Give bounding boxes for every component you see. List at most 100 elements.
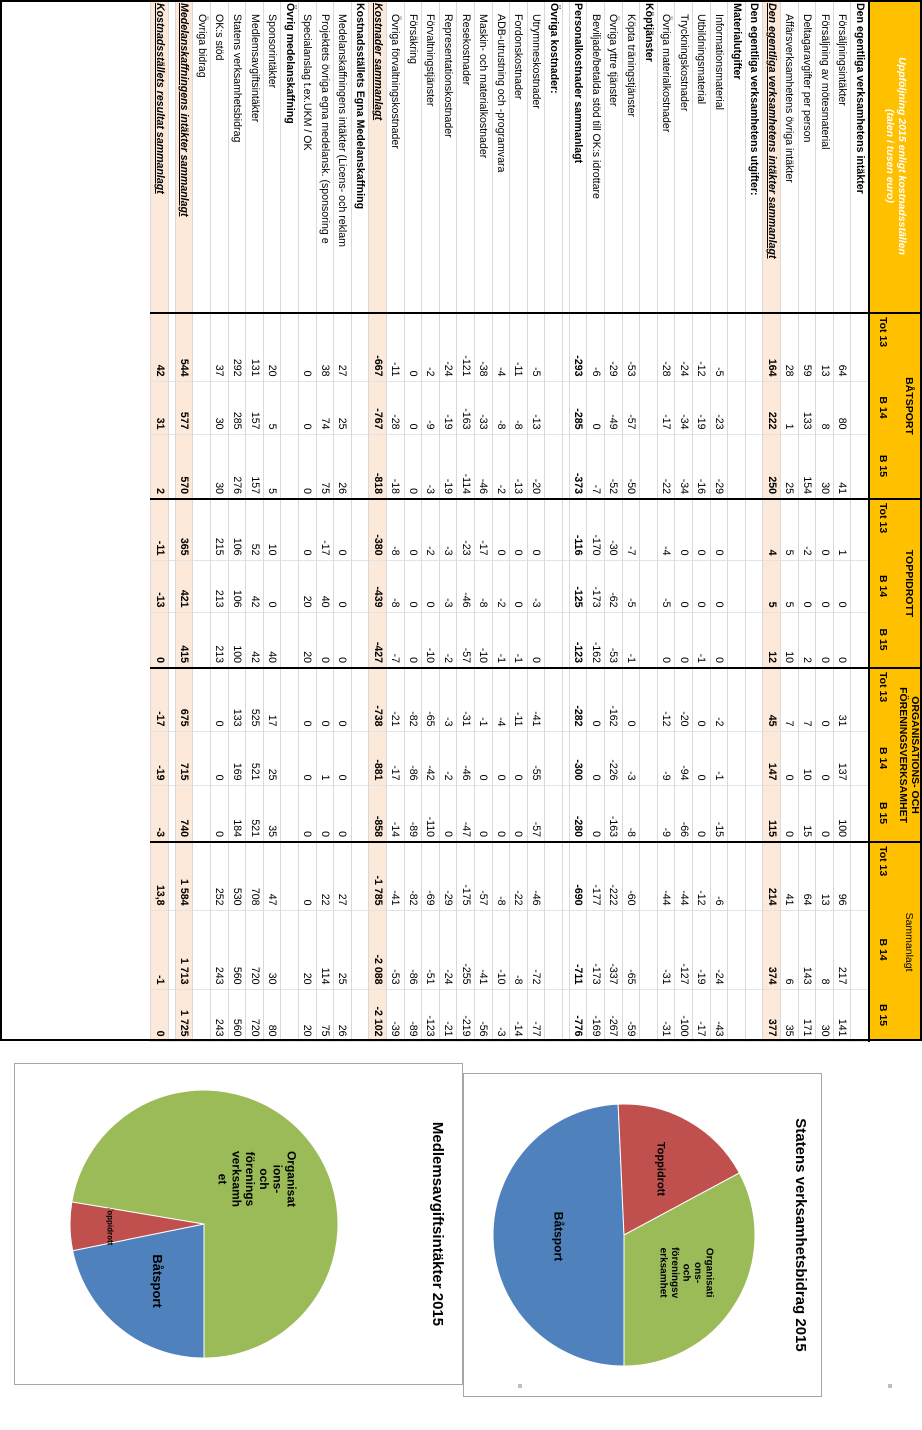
table-cell: -38 [474, 313, 493, 381]
table-cell: 0 [333, 612, 352, 669]
resize-handle[interactable] [518, 1384, 522, 1388]
table-cell: 74 [316, 381, 334, 434]
table-cell: 525 [245, 668, 264, 732]
table-row: Medelanskaffningens intäkter (Licens- oc… [333, 0, 352, 1042]
table-cell [168, 560, 176, 613]
table-cell: 25 [333, 381, 352, 434]
table-cell: -2 [492, 560, 510, 613]
table-cell [639, 560, 658, 613]
table-row: Materialutgifter [727, 0, 746, 1042]
chart-medlemsavgift[interactable]: Medlemsavgiftsintäkter 2015 Båtsport Topp… [14, 1063, 463, 1385]
table-cell: -20 [527, 434, 545, 500]
table-cell: -53 [604, 612, 623, 669]
table-cell: -282 [569, 668, 587, 732]
table-cell: 214 [762, 842, 781, 911]
table-cell: -285 [569, 381, 587, 434]
table-cell [351, 731, 369, 786]
table-cell [192, 785, 211, 843]
table-cell: -77 [527, 989, 545, 1042]
table-cell [544, 434, 563, 500]
table-cell: 0 [474, 785, 493, 843]
table-cell: -3 [421, 434, 440, 500]
table-cell: -175 [456, 842, 475, 911]
table-cell: -10 [421, 612, 440, 669]
table-cell [280, 731, 299, 786]
table-cell: -1 [622, 612, 640, 669]
table-cell: 0 [587, 381, 605, 434]
table-cell: 114 [316, 910, 334, 990]
table-cell [562, 434, 570, 500]
table-cell: 17 [263, 668, 281, 732]
table-cell [280, 499, 299, 561]
table-row: Kostnader sammanlagt -667 -767 -818 -380 -439… [368, 0, 387, 1042]
table-cell [639, 842, 658, 911]
table-cell: -31 [456, 668, 475, 732]
table-cell: -86 [404, 731, 422, 786]
table-cell: -82 [404, 668, 422, 732]
table-cell: 2 [798, 612, 816, 669]
table-row: Representationskostnader -24 -19 -19 -3 -3 -2-… [439, 0, 457, 1042]
table-cell: -162 [604, 668, 623, 732]
table-cell [544, 731, 563, 786]
table-cell: -162 [587, 612, 605, 669]
table-cell [850, 612, 869, 669]
table-cell: 0 [622, 668, 640, 732]
table-cell: -57 [527, 785, 545, 843]
table-cell: 45 [762, 668, 781, 732]
table-cell: -89 [404, 989, 422, 1042]
table-cell: 133 [228, 668, 246, 732]
row-label: Medlemsavgiftsintäkter [245, 0, 264, 313]
row-label: Den egentliga verksamhetens intäkter [850, 0, 869, 313]
table-cell: -65 [622, 910, 640, 990]
table-row: Maskin- och materialkostnader -38 -33 -46 -1… [474, 0, 493, 1042]
table-cell: -818 [368, 434, 387, 500]
table-cell: -9 [657, 731, 675, 786]
table-cell: -15 [710, 785, 728, 843]
table-cell: 0 [150, 989, 169, 1042]
table-cell [562, 560, 570, 613]
table-cell: 184 [228, 785, 246, 843]
table-cell: 2 [150, 434, 169, 500]
table-cell: -41 [386, 842, 405, 911]
table-cell: 80 [833, 381, 851, 434]
table-cell [745, 612, 763, 669]
table-cell: 0 [404, 434, 422, 500]
table-cell: 106 [228, 560, 246, 613]
table-cell: -46 [456, 731, 475, 786]
table-cell: -8 [492, 381, 510, 434]
table-cell: 544 [175, 313, 193, 381]
table-cell: 25 [333, 910, 352, 990]
column-header: B 15 [869, 612, 896, 669]
table-cell: 0 [527, 499, 545, 561]
table-cell: -881 [368, 731, 387, 786]
resize-handle[interactable] [888, 1384, 892, 1388]
table-cell [168, 731, 176, 786]
chart-statens-bidrag[interactable]: Statens verksamhetsbidrag 2015 Båtsport T… [463, 1073, 822, 1397]
column-header: B 14 [869, 381, 896, 434]
table-cell [562, 612, 570, 669]
table-cell: 20 [298, 560, 317, 613]
table-cell [727, 731, 746, 786]
pie-slice [623, 1172, 756, 1367]
table-cell: -2 [492, 434, 510, 500]
table-cell [727, 668, 746, 732]
table-cell: 6 [780, 910, 799, 990]
table-cell: -427 [368, 612, 387, 669]
table-cell: -22 [657, 434, 675, 500]
table-row: Försäljningsintäkter 64 80 41 1 0 0 31 137 100 96 2… [833, 0, 851, 1042]
table-cell [168, 434, 176, 500]
table-cell: -59 [622, 989, 640, 1042]
table-cell: 133 [798, 381, 816, 434]
table-cell: 35 [263, 785, 281, 843]
table-cell [544, 560, 563, 613]
table-row: Kostnadsställets Egna Medelanskaffning [351, 0, 369, 1042]
table-cell: -3 [150, 785, 169, 843]
table-cell: -173 [587, 910, 605, 990]
table-cell: -738 [368, 668, 387, 732]
table-cell [850, 381, 869, 434]
table-cell: -121 [456, 313, 475, 381]
table-cell: 0 [210, 668, 229, 732]
table-cell [351, 785, 369, 843]
table-cell: 0 [298, 785, 317, 843]
table-cell [168, 612, 176, 669]
